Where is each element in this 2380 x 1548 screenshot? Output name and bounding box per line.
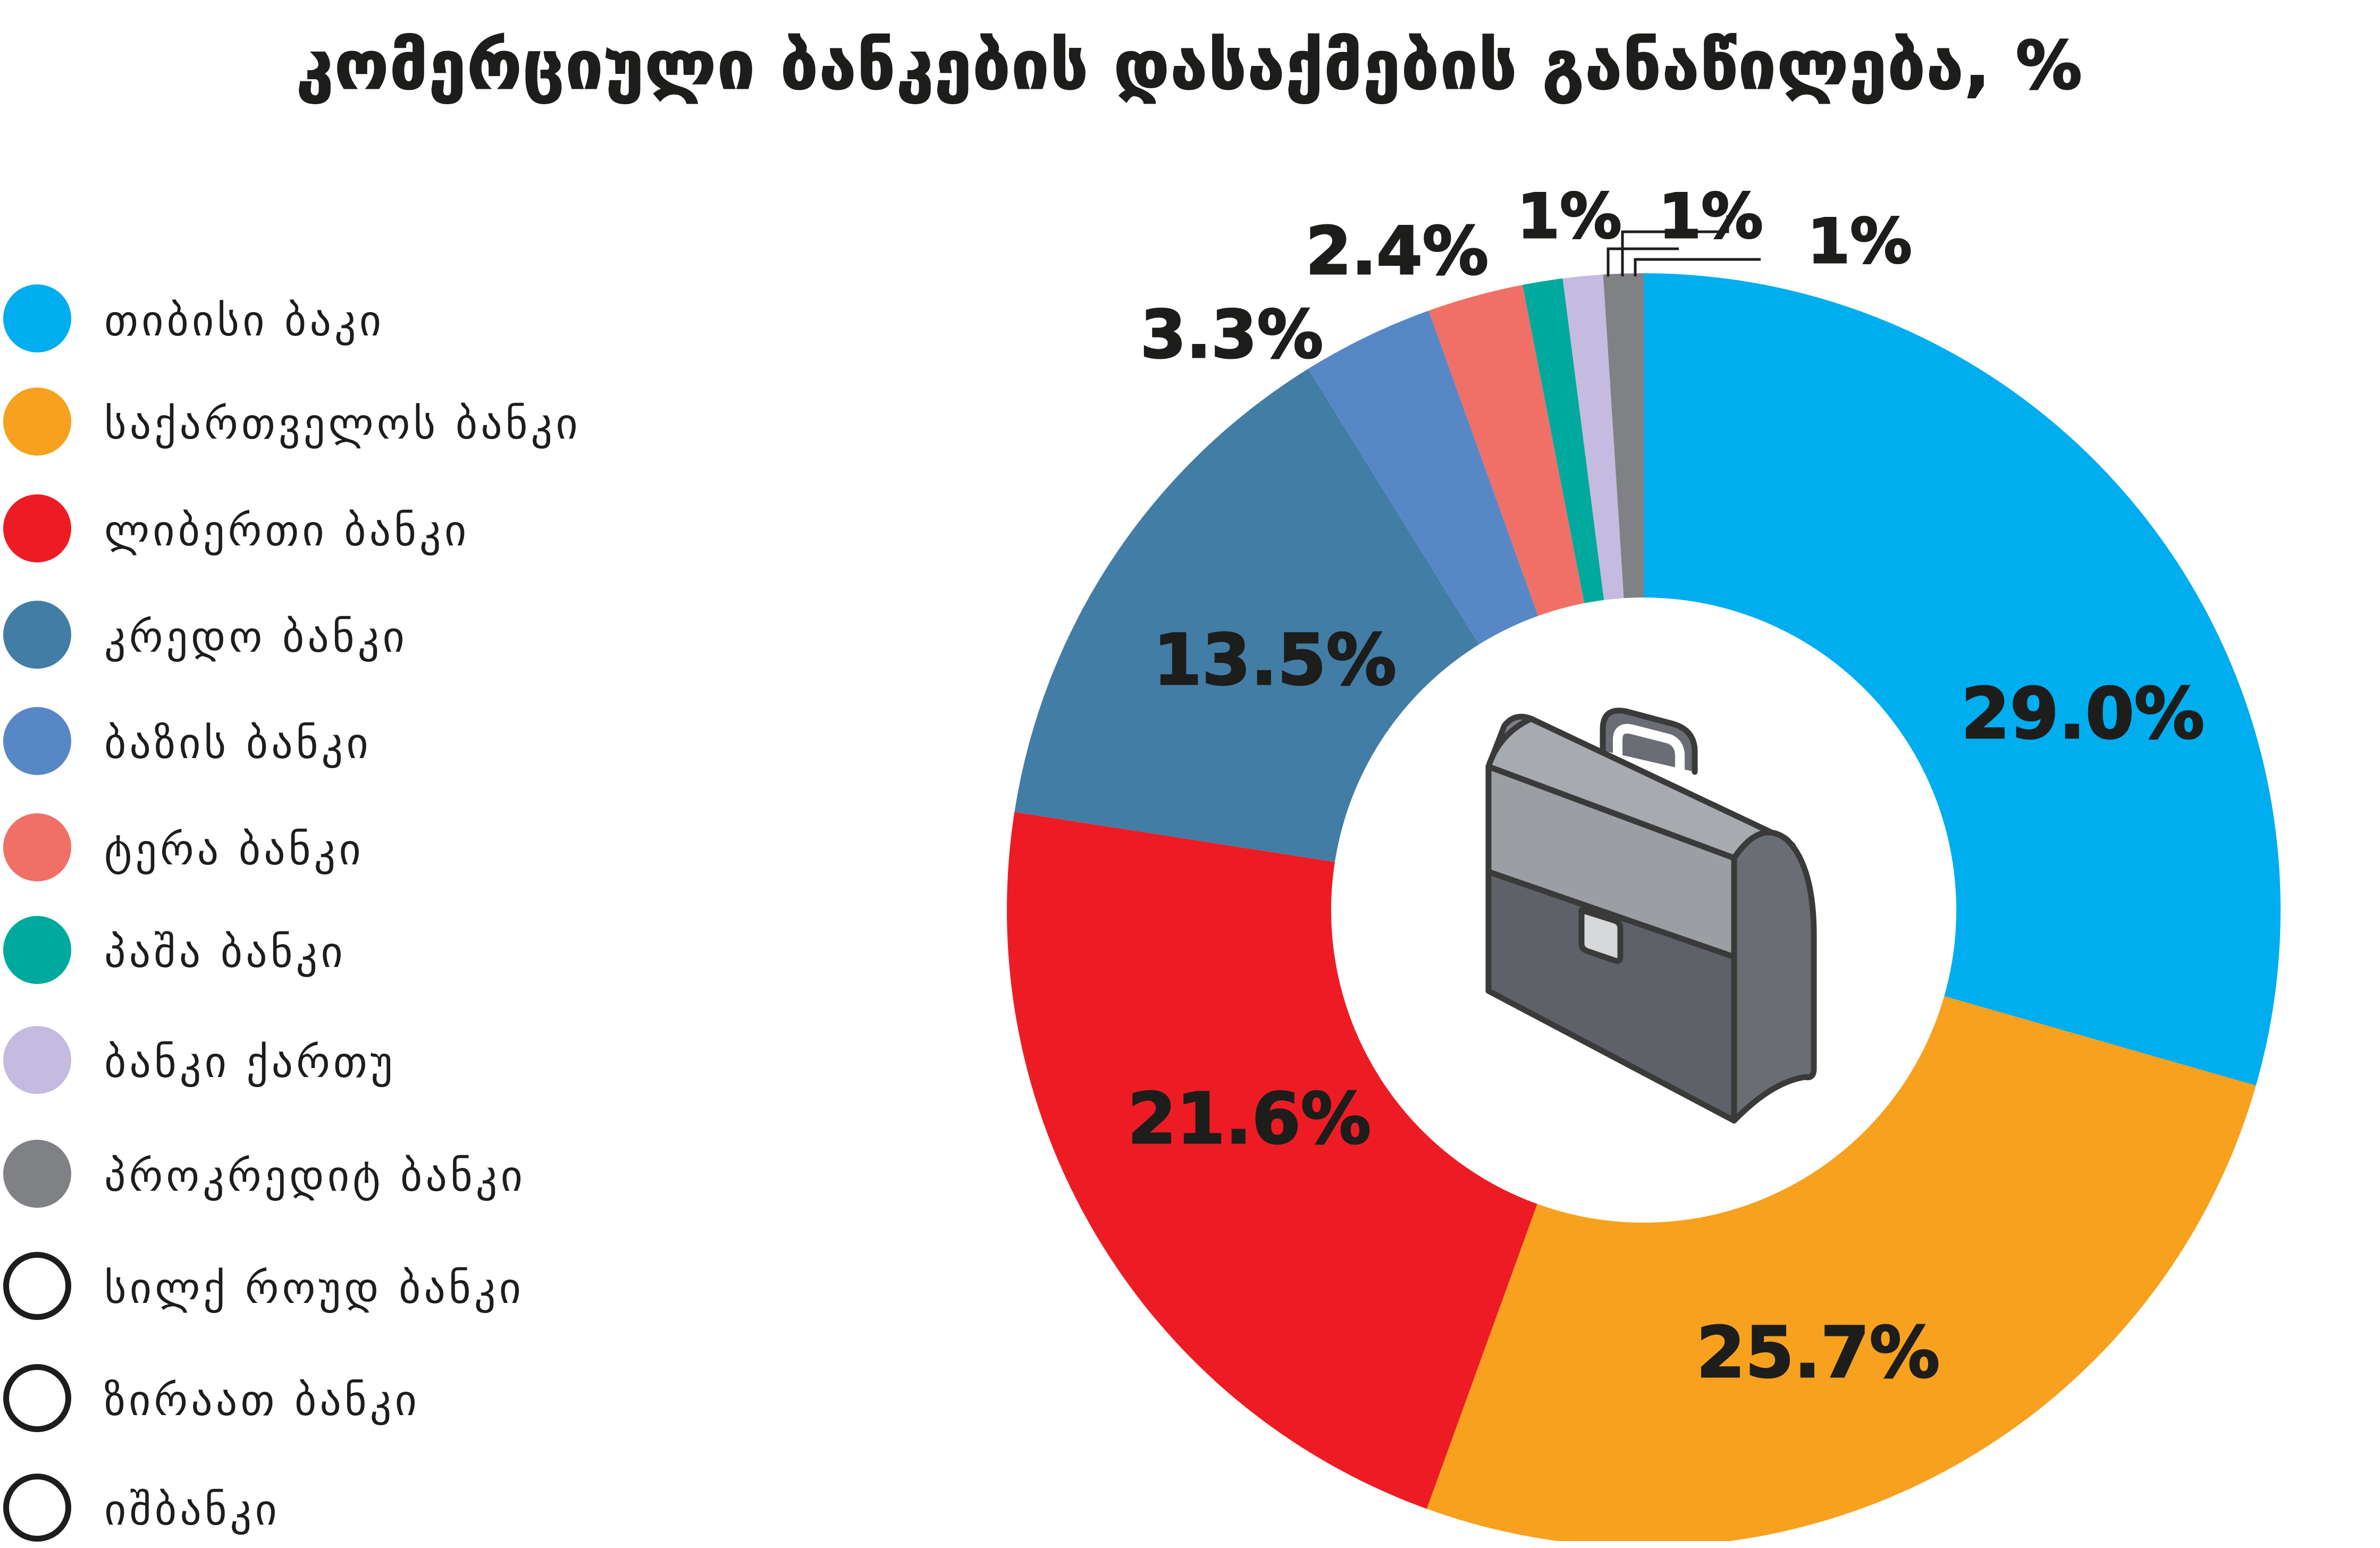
legend-swatch-credo	[3, 601, 71, 669]
legend-label-bank-of-georgia: საქართველოს ბანკი	[104, 399, 581, 449]
value-label-cartu: 1%	[1517, 181, 1622, 253]
legend-swatch-basis	[3, 707, 71, 775]
legend-label-pasha: პაშა ბანკი	[104, 928, 346, 977]
leader-line-cartu	[1607, 247, 1679, 276]
legend-swatch-liberty	[3, 494, 71, 562]
value-label-liberty: 21.6%	[1128, 1078, 1371, 1160]
legend-label-tbc: თიბისი ბაკი	[104, 296, 385, 346]
legend: თიბისი ბაკი საქართველოს ბანკი ლიბერთი ბა…	[0, 0, 851, 1542]
value-label-extra-1: 1%	[1807, 206, 1912, 277]
legend-swatch-isbank	[3, 1474, 71, 1542]
legend-swatch-pasha	[3, 916, 71, 984]
legend-label-ziraat: ზირაათ ბანკი	[104, 1376, 420, 1425]
legend-swatch-silk-road	[3, 1252, 71, 1320]
legend-swatch-ziraat	[3, 1364, 71, 1432]
value-label-procredit: 1%	[1659, 181, 1763, 253]
legend-label-cartu: ბანკი ქართუ	[104, 1038, 396, 1087]
legend-label-procredit: პროკრედიტ ბანკი	[104, 1151, 526, 1201]
value-label-credo: 13.5%	[1153, 619, 1397, 701]
value-label-bank-of-georgia: 25.7%	[1696, 1312, 1940, 1394]
value-label-tbc: 29.0%	[1961, 673, 2205, 755]
leader-line-procredit	[1634, 258, 1761, 276]
legend-label-tera: ტერა ბანკი	[104, 825, 364, 874]
leader-line-pasha	[1621, 215, 1729, 276]
legend-label-isbank: იშბანკი	[104, 1485, 280, 1535]
value-label-tera: 2.4%	[1306, 213, 1488, 290]
legend-label-credo: კრედო ბანკი	[104, 612, 408, 662]
value-label-basis: 3.3%	[1140, 297, 1323, 373]
legend-swatch-tbc	[3, 284, 71, 352]
legend-label-basis: ბაზის ბანკი	[104, 719, 372, 768]
legend-swatch-cartu	[3, 1026, 71, 1094]
legend-swatch-tera	[3, 813, 71, 881]
legend-swatch-bank-of-georgia	[3, 388, 71, 456]
briefcase-icon	[1485, 708, 1817, 1124]
legend-label-silk-road: სილქ როუდ ბანკი	[104, 1264, 525, 1313]
chart-title: კომერციული ბანკების დასაქმების განაწილებ…	[296, 27, 2084, 105]
legend-label-liberty: ლიბერთი ბანკი	[104, 506, 470, 556]
legend-swatch-procredit	[3, 1140, 71, 1208]
leader-lines	[1607, 215, 1761, 276]
